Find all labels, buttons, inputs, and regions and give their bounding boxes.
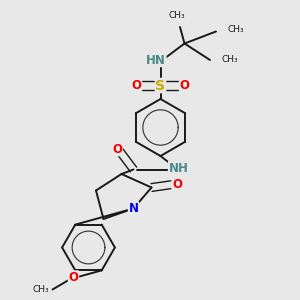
Text: CH₃: CH₃ <box>228 26 244 34</box>
Text: N: N <box>128 202 139 215</box>
Text: CH₃: CH₃ <box>33 285 50 294</box>
Text: S: S <box>155 79 166 92</box>
Text: O: O <box>112 142 122 156</box>
Text: NH: NH <box>169 161 188 175</box>
Text: O: O <box>131 79 142 92</box>
Text: CH₃: CH₃ <box>222 56 238 64</box>
Text: O: O <box>179 79 190 92</box>
Text: O: O <box>172 178 182 191</box>
Text: CH₃: CH₃ <box>169 11 185 20</box>
Text: O: O <box>68 271 79 284</box>
Text: HN: HN <box>146 53 166 67</box>
